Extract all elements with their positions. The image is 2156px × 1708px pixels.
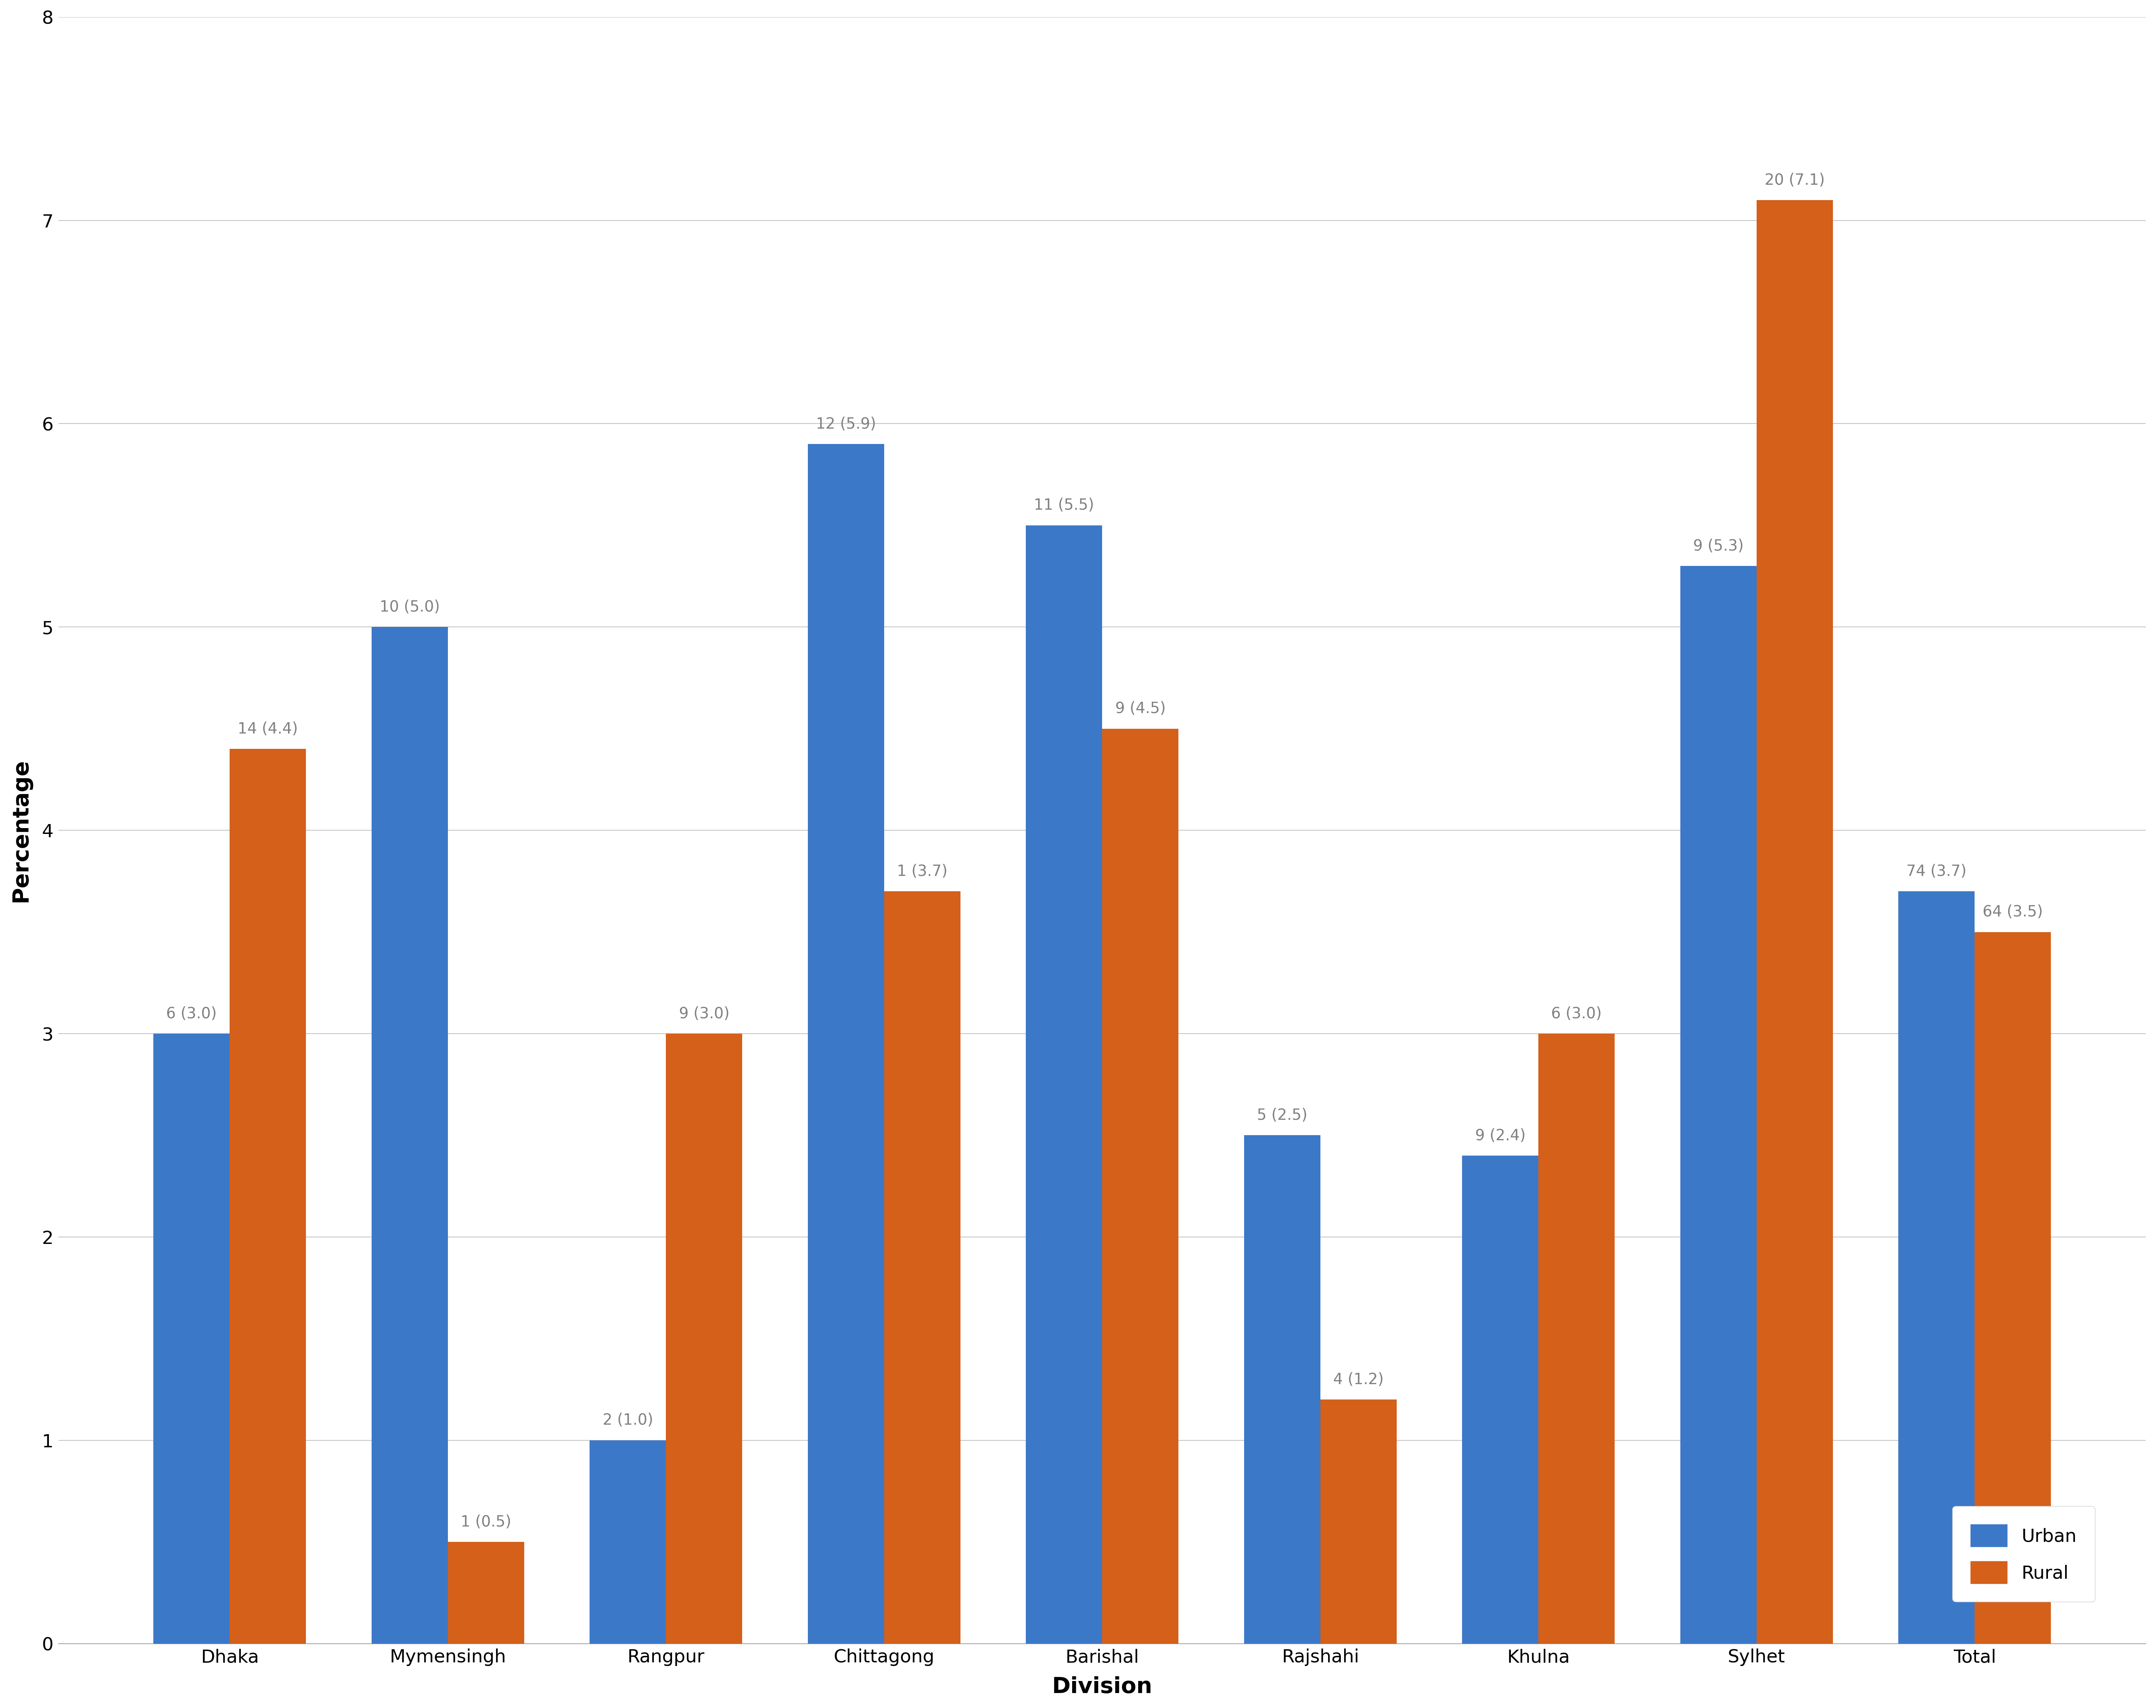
Bar	[371, 627, 448, 1643]
Text: 14 (4.4): 14 (4.4)	[237, 721, 298, 736]
Text: 1 (3.7): 1 (3.7)	[897, 864, 946, 880]
Bar	[1244, 1136, 1319, 1643]
Text: 6 (3.0): 6 (3.0)	[166, 1006, 218, 1021]
X-axis label: Division: Division	[1052, 1676, 1153, 1698]
Text: 11 (5.5): 11 (5.5)	[1035, 497, 1093, 512]
Bar	[1680, 565, 1757, 1643]
Text: 74 (3.7): 74 (3.7)	[1906, 864, 1966, 880]
Bar	[884, 892, 959, 1643]
Bar	[153, 1033, 231, 1643]
Text: 9 (5.3): 9 (5.3)	[1692, 538, 1744, 553]
Bar	[589, 1440, 666, 1643]
Bar	[1897, 892, 1975, 1643]
Bar	[1539, 1033, 1615, 1643]
Bar	[1102, 729, 1179, 1643]
Text: 12 (5.9): 12 (5.9)	[815, 417, 875, 432]
Y-axis label: Percentage: Percentage	[11, 758, 32, 902]
Bar	[666, 1033, 742, 1643]
Bar	[1319, 1399, 1397, 1643]
Text: 5 (2.5): 5 (2.5)	[1257, 1108, 1307, 1124]
Text: 2 (1.0): 2 (1.0)	[602, 1413, 653, 1428]
Legend: Urban, Rural: Urban, Rural	[1951, 1506, 2096, 1602]
Text: 9 (4.5): 9 (4.5)	[1115, 702, 1166, 716]
Text: 64 (3.5): 64 (3.5)	[1984, 905, 2044, 921]
Text: 4 (1.2): 4 (1.2)	[1332, 1372, 1384, 1387]
Bar	[808, 444, 884, 1643]
Text: 9 (3.0): 9 (3.0)	[679, 1006, 729, 1021]
Text: 1 (0.5): 1 (0.5)	[461, 1515, 511, 1530]
Bar	[1026, 526, 1102, 1643]
Text: 20 (7.1): 20 (7.1)	[1764, 173, 1824, 188]
Bar	[231, 750, 306, 1643]
Bar	[1462, 1156, 1539, 1643]
Text: 9 (2.4): 9 (2.4)	[1475, 1127, 1526, 1143]
Text: 10 (5.0): 10 (5.0)	[379, 600, 440, 615]
Bar	[1975, 933, 2050, 1643]
Bar	[448, 1542, 524, 1643]
Bar	[1757, 200, 1833, 1643]
Text: 6 (3.0): 6 (3.0)	[1552, 1006, 1602, 1021]
